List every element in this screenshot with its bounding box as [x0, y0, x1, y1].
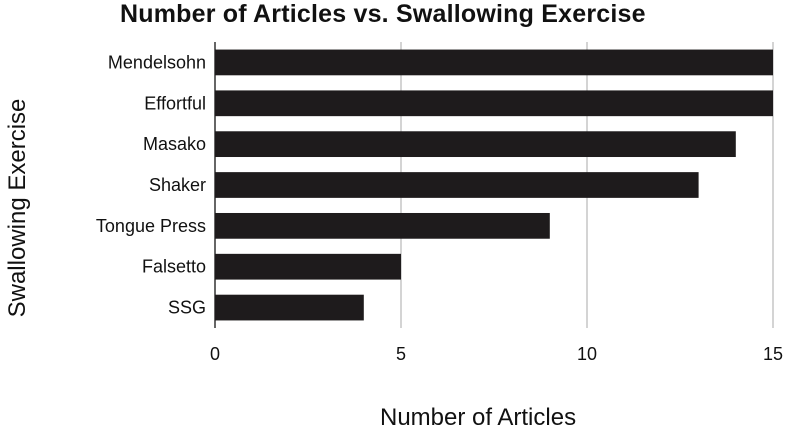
x-tick-label: 10: [577, 344, 597, 364]
bar: [215, 172, 699, 198]
category-label: Mendelsohn: [108, 52, 206, 72]
bar: [215, 90, 773, 117]
x-axis-label: Number of Articles: [380, 404, 577, 431]
category-label: Masako: [143, 134, 206, 154]
category-label: Falsetto: [142, 257, 206, 277]
category-label: Shaker: [149, 175, 206, 195]
bar: [215, 294, 364, 321]
x-tick-label: 15: [763, 344, 783, 364]
x-tick-label: 5: [396, 344, 406, 364]
category-label: Effortful: [144, 93, 206, 113]
x-tick-label: 0: [210, 344, 220, 364]
category-label: Tongue Press: [96, 216, 206, 236]
bar: [215, 49, 773, 76]
chart-title: Number of Articles vs. Swallowing Exerci…: [120, 0, 646, 28]
bar: [215, 131, 736, 158]
category-label: SSG: [168, 298, 206, 318]
bar: [215, 253, 401, 280]
bar: [215, 212, 550, 239]
